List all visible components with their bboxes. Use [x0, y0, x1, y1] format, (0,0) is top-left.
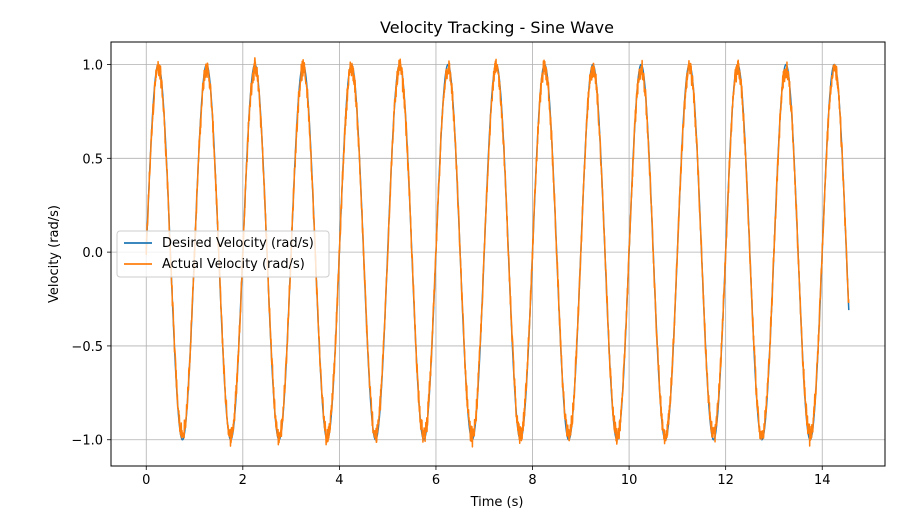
x-tick-label: 8 — [528, 473, 536, 488]
y-axis-label: Velocity (rad/s) — [47, 205, 62, 303]
x-tick-label: 0 — [142, 473, 150, 488]
x-tick-label: 10 — [621, 473, 638, 488]
x-axis-label: Time (s) — [470, 495, 524, 510]
legend-label-desired: Desired Velocity (rad/s) — [162, 236, 314, 251]
y-tick-label: 1.0 — [82, 59, 103, 74]
legend-box — [116, 230, 330, 278]
y-tick-label: −1.0 — [71, 434, 103, 449]
x-tick-label: 12 — [717, 473, 734, 488]
plot-frame — [110, 41, 886, 467]
x-tick-label: 14 — [814, 473, 831, 488]
x-tick-label: 4 — [335, 473, 343, 488]
legend-label-actual: Actual Velocity (rad/s) — [162, 257, 305, 272]
y-tick-label: 0.5 — [82, 152, 103, 167]
y-tick-label: −0.5 — [71, 340, 103, 355]
legend: Desired Velocity (rad/s) Actual Velocity… — [116, 230, 330, 278]
series-line-actual — [145, 57, 850, 448]
x-tick-label: 2 — [239, 473, 247, 488]
series-layer — [145, 57, 850, 448]
y-axis-ticks: −1.0 −0.5 0.0 0.5 1.0 — [71, 59, 111, 449]
x-tick-label: 6 — [432, 473, 440, 488]
y-tick-label: 0.0 — [82, 246, 103, 261]
x-axis-ticks: 0 2 4 6 8 10 12 14 — [142, 466, 831, 488]
chart-title: Velocity Tracking - Sine Wave — [380, 18, 614, 37]
